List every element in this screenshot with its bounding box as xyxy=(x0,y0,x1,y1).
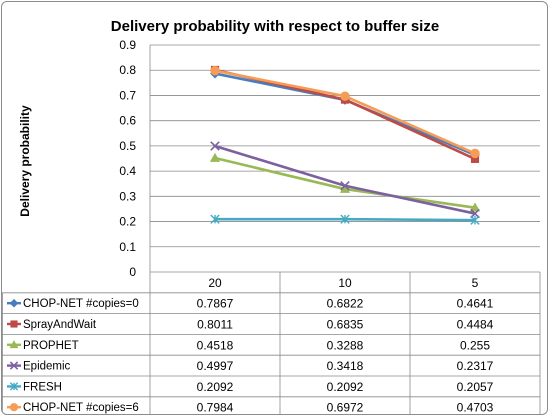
y-tick-label: 0.2 xyxy=(119,215,136,229)
star-marker xyxy=(210,214,220,224)
series-line xyxy=(214,144,476,215)
table-cell: 0.4997 xyxy=(197,359,234,373)
star-marker xyxy=(9,382,19,391)
data-table: 20 10 5 CHOP-NET #copies=0 0.7867 0.6822 0.464… xyxy=(2,271,541,415)
y-tick-label: 0.1 xyxy=(119,240,136,254)
table-cell: 0.2092 xyxy=(197,380,234,394)
y-tick-label: 0.4 xyxy=(119,164,136,178)
y-tick-label: 0.5 xyxy=(119,139,136,153)
series-lines xyxy=(209,65,481,225)
circle-marker xyxy=(9,403,19,412)
gridlines xyxy=(149,44,540,272)
star-marker xyxy=(340,214,350,224)
y-axis-label: Delivery probability xyxy=(18,105,32,217)
table-cell: 0.2092 xyxy=(327,380,364,394)
table-cell: 0.2057 xyxy=(457,380,494,394)
legend-label: FRESH xyxy=(23,381,62,393)
triangle-marker xyxy=(469,202,481,212)
y-tick-label: 0.3 xyxy=(119,189,136,203)
y-tick-label: 0.8 xyxy=(119,63,136,77)
x-marker xyxy=(210,141,220,151)
table-cell: 0.6835 xyxy=(327,318,364,332)
legend-label: CHOP-NET #copies=6 xyxy=(23,402,139,414)
circle-marker xyxy=(210,65,220,76)
legend-label: SprayAndWait xyxy=(23,319,97,331)
triangle-marker xyxy=(209,152,221,162)
table-cell: 0.4703 xyxy=(457,401,494,415)
table-cell: 0.3288 xyxy=(327,338,364,352)
series-line xyxy=(214,72,476,157)
circle-marker xyxy=(470,148,480,159)
table-cell: 0.255 xyxy=(460,338,490,352)
star-marker xyxy=(470,215,480,225)
y-tick-label: 0.6 xyxy=(119,114,136,128)
table-cell: 0.4518 xyxy=(197,338,234,352)
triangle-marker xyxy=(9,340,19,349)
table-cell: 0.2317 xyxy=(457,359,494,373)
y-axis-ticks: 0 0.1 0.2 0.3 0.4 0.5 0.6 0.7 0.8 0.9 xyxy=(119,38,136,279)
circle-marker xyxy=(340,91,350,101)
table-cell: 0.4484 xyxy=(457,318,494,332)
legend-label: Epidemic xyxy=(23,361,71,373)
square-marker xyxy=(10,320,18,328)
y-tick-label: 0.7 xyxy=(119,88,136,102)
x-tick-label: 5 xyxy=(472,276,479,290)
x-marker xyxy=(340,181,350,191)
series-line xyxy=(214,156,476,209)
table-cell: 0.6822 xyxy=(327,297,364,311)
legend-label: PROPHET xyxy=(23,340,79,352)
y-tick-label: 0 xyxy=(129,265,136,279)
table-cell: 0.4641 xyxy=(457,297,494,311)
x-marker xyxy=(9,361,19,370)
table-cell: 0.7867 xyxy=(197,297,234,311)
diamond-marker xyxy=(9,298,19,308)
table-cell: 0.6972 xyxy=(327,401,364,415)
legend-label: CHOP-NET #copies=0 xyxy=(23,298,139,310)
table-cell: 0.7984 xyxy=(197,401,234,415)
chart-title: Delivery probability with respect to buf… xyxy=(111,18,439,35)
x-tick-label: 20 xyxy=(208,276,222,290)
table-cell: 0.3418 xyxy=(327,359,364,373)
y-tick-label: 0.9 xyxy=(119,38,136,52)
table-cell: 0.8011 xyxy=(197,318,233,332)
x-tick-label: 10 xyxy=(338,276,352,290)
